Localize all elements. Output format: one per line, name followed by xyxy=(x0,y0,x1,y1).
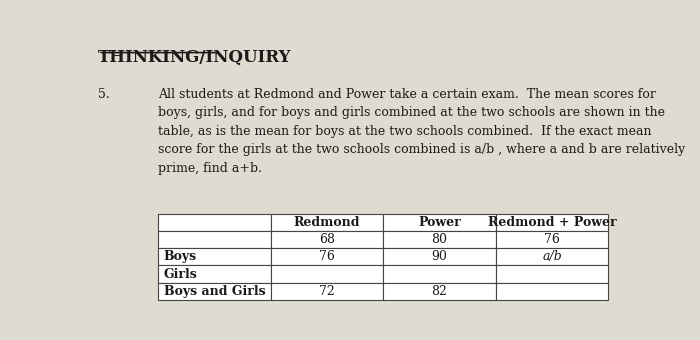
Text: All students at Redmond and Power take a certain exam.  The mean scores for
boys: All students at Redmond and Power take a… xyxy=(158,88,685,175)
Text: 5.: 5. xyxy=(98,88,110,101)
Text: THINKING/INQUIRY: THINKING/INQUIRY xyxy=(98,49,292,66)
